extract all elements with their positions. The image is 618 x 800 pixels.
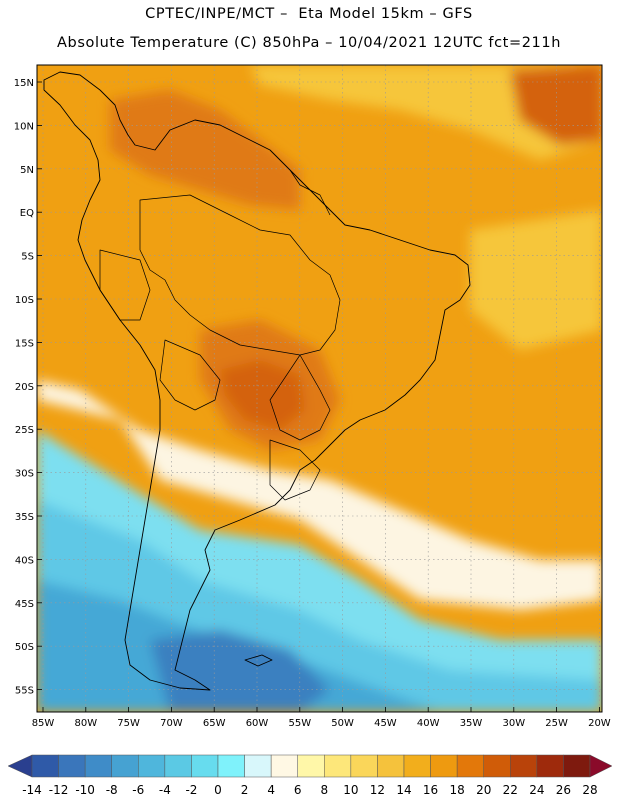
- lon-tick-label: 85W: [32, 718, 55, 729]
- colorbar-tick-label: 16: [423, 783, 438, 797]
- colorbar-min-arrow: [7, 754, 33, 778]
- colorbar-cell: [111, 754, 139, 778]
- colorbar-tick-label: 0: [214, 783, 222, 797]
- colorbar-cell: [84, 754, 112, 778]
- map-title-line-2: Absolute Temperature (C) 850hPa – 10/04/…: [57, 35, 561, 51]
- colorbar-cell: [244, 754, 272, 778]
- colorbar-max-arrow: [589, 754, 613, 778]
- lat-tick-label: 30S: [15, 469, 34, 480]
- longitude-axis: 85W 80W 75W 70W 65W 60W 55W 50W 45W 40W 35W 30W 25W 2…: [32, 707, 611, 729]
- colorbar-cell: [563, 754, 591, 778]
- temperature-field: [37, 65, 602, 712]
- colorbar-tick-label: 12: [370, 783, 385, 797]
- country-borders: [99, 169, 341, 501]
- colorbar-cell: [510, 754, 538, 778]
- lat-tick-label: EQ: [20, 208, 34, 219]
- colorbar-cell: [456, 754, 484, 778]
- map-title-line-1: CPTEC/INPE/MCT – Eta Model 15km – GFS: [145, 6, 473, 22]
- colorbar-tick-label: 24: [529, 783, 544, 797]
- colorbar-tick-label: 22: [503, 783, 518, 797]
- colorbar-tick-label: -14: [22, 783, 42, 797]
- lat-tick-label: 55S: [15, 686, 34, 697]
- field-coldest-core: [150, 630, 330, 712]
- colorbar-cell: [217, 754, 245, 778]
- colorbar-tick-label: 18: [450, 783, 465, 797]
- field-mild-band: [37, 380, 602, 610]
- colorbar-cell: [536, 754, 564, 778]
- colorbar-cell: [270, 754, 298, 778]
- lon-tick-label: 55W: [288, 718, 311, 729]
- lon-tick-label: 40W: [417, 718, 440, 729]
- colorbar-tick-label: -10: [75, 783, 95, 797]
- colorbar-cell: [191, 754, 219, 778]
- lat-tick-label: 40S: [15, 555, 34, 566]
- lon-tick-label: 20W: [588, 718, 611, 729]
- colorbar-cell: [297, 754, 325, 778]
- colorbar-cell: [483, 754, 511, 778]
- lat-tick-label: 50S: [15, 642, 34, 653]
- colorbar-tick-label: 10: [343, 783, 358, 797]
- field-warm-east: [470, 210, 602, 350]
- colorbar-tick-label: -4: [159, 783, 171, 797]
- colorbar-tick-label: 2: [241, 783, 249, 797]
- colorbar-cell: [164, 754, 192, 778]
- colorbar-tick-label: -6: [132, 783, 144, 797]
- lon-tick-label: 65W: [203, 718, 226, 729]
- lat-tick-label: 5N: [20, 165, 34, 176]
- lat-tick-label: 15N: [14, 78, 34, 89]
- lon-tick-label: 35W: [460, 718, 483, 729]
- colorbar: -14 -12 -10 -8 -6 -4 -2 0 2 4 6 8 10 12 14 16 18 20 22 24 26…: [7, 754, 613, 797]
- lon-tick-label: 45W: [374, 718, 397, 729]
- colorbar-cell: [138, 754, 166, 778]
- lon-tick-label: 25W: [545, 718, 568, 729]
- lon-tick-label: 30W: [502, 718, 525, 729]
- colorbar-tick-label: -8: [106, 783, 118, 797]
- lon-tick-label: 60W: [246, 718, 269, 729]
- colorbar-cell: [31, 754, 59, 778]
- colorbar-tick-label: 20: [476, 783, 491, 797]
- colorbar-cell: [403, 754, 431, 778]
- colorbar-cell: [430, 754, 458, 778]
- field-hottest-core: [220, 360, 305, 430]
- colorbar-tick-label: 6: [294, 783, 302, 797]
- lon-tick-label: 75W: [117, 718, 140, 729]
- lat-tick-label: 10S: [15, 295, 34, 306]
- colorbar-cell: [58, 754, 86, 778]
- lat-tick-label: 5S: [21, 252, 34, 263]
- colorbar-tick-label: 14: [396, 783, 411, 797]
- colorbar-tick-label: 26: [556, 783, 571, 797]
- lat-tick-label: 20S: [15, 382, 34, 393]
- south-america-coastline: [43, 71, 471, 691]
- colorbar-tick-label: 8: [320, 783, 328, 797]
- colorbar-cell: [350, 754, 378, 778]
- lon-tick-label: 70W: [160, 718, 183, 729]
- plot-frame: [36, 64, 603, 713]
- coastline-and-borders: [43, 71, 471, 691]
- lon-tick-label: 80W: [74, 718, 97, 729]
- lat-tick-label: 25S: [15, 425, 34, 436]
- colorbar-cell: [324, 754, 352, 778]
- field-hot-northeast: [510, 65, 602, 145]
- colorbar-tick-label: 4: [267, 783, 275, 797]
- lat-tick-label: 45S: [15, 599, 34, 610]
- colorbar-tick-label: -2: [185, 783, 197, 797]
- lat-tick-label: 15S: [15, 338, 34, 349]
- colorbar-tick-label: 28: [582, 783, 597, 797]
- latitude-axis: 15N 10N 5N EQ 5S 10S 15S 20S 25S 30S 35S 40S 45S 50S 5…: [14, 78, 42, 697]
- lon-tick-label: 50W: [331, 718, 354, 729]
- colorbar-tick-label: -12: [49, 783, 69, 797]
- colorbar-cell: [377, 754, 405, 778]
- falkland-islands: [244, 654, 273, 667]
- field-hot-north: [110, 90, 300, 210]
- lat-tick-label: 10N: [14, 121, 34, 132]
- lat-tick-label: 35S: [15, 512, 34, 523]
